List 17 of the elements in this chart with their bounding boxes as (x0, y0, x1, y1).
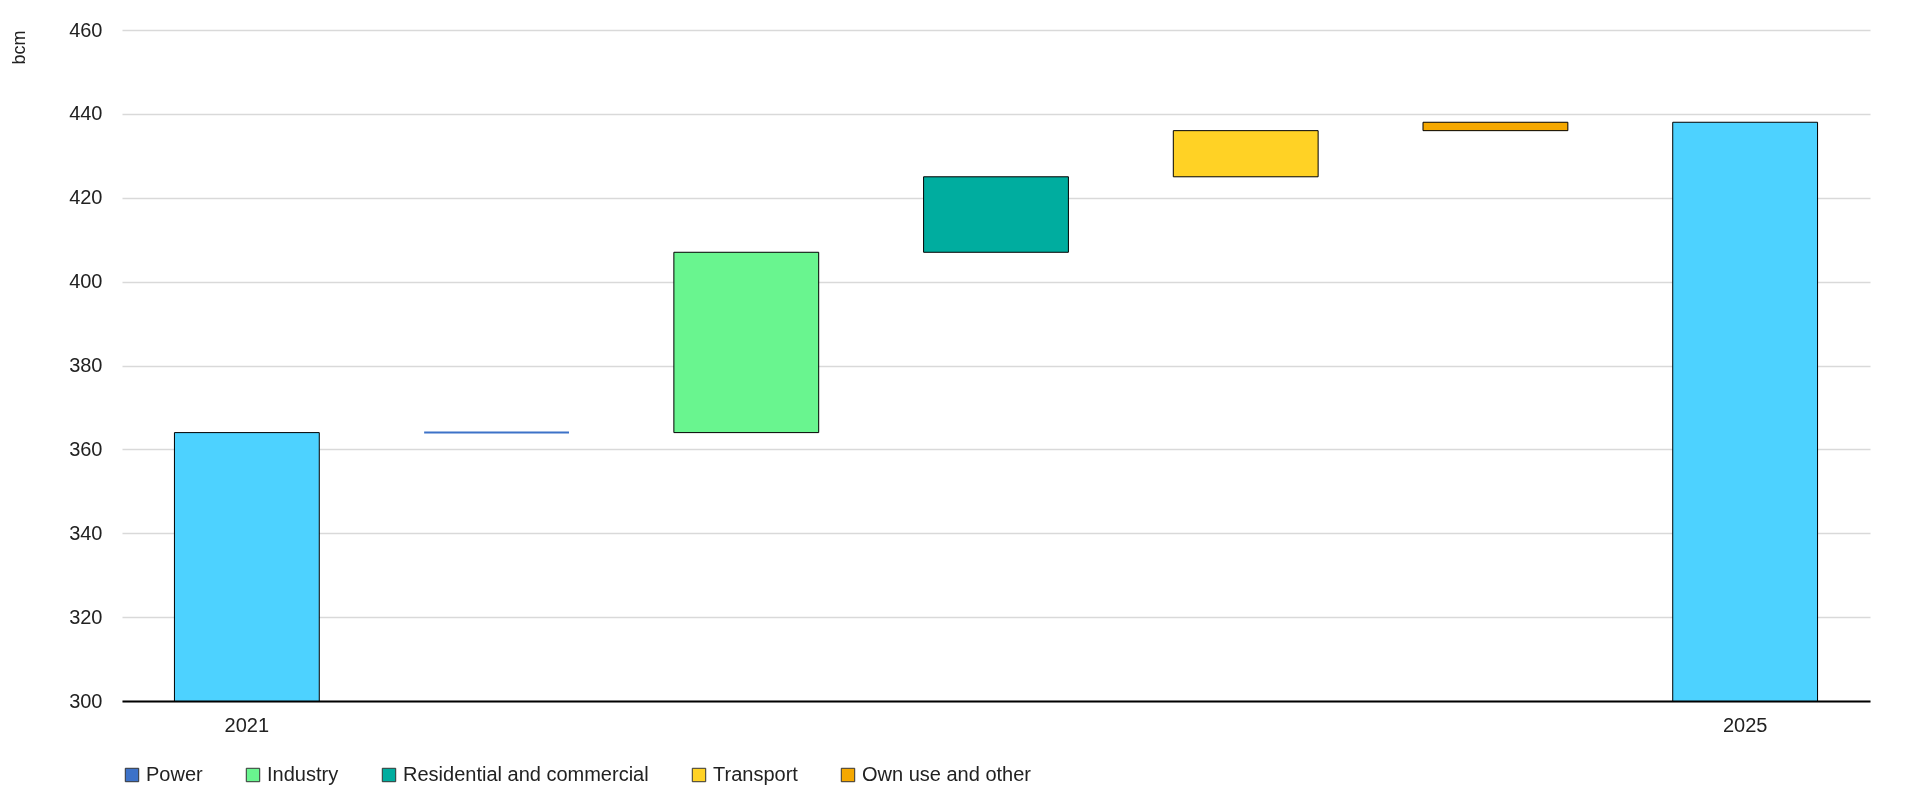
x-tick-label: 2021 (224, 713, 270, 736)
y-tick-label: 380 (69, 354, 103, 376)
y-tick-label: 440 (69, 102, 103, 125)
y-tick-label: 460 (69, 18, 103, 41)
y-tick-label: 320 (69, 605, 103, 628)
y-tick-label: 420 (69, 186, 103, 209)
x-tick-label: 2025 (1722, 713, 1768, 736)
legend-label: Power (146, 763, 204, 785)
legend-label: Transport (713, 763, 799, 785)
legend-label: Own use and other (862, 763, 1032, 785)
legend-label: Industry (267, 763, 339, 785)
y-tick-label: 360 (69, 437, 103, 460)
y-tick-label: 300 (69, 689, 103, 712)
legend-label: Residential and commercial (403, 763, 649, 785)
y-tick-label: 340 (69, 521, 103, 544)
y-tick-label: 400 (69, 270, 103, 293)
y-axis-title: bcm (9, 30, 30, 65)
